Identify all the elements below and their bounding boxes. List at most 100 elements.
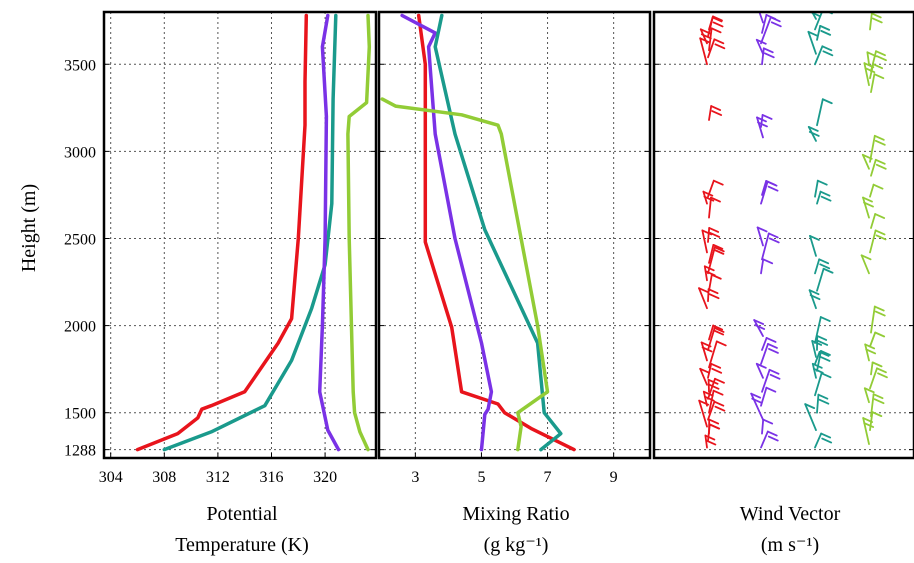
wind-barb-feather <box>768 348 779 354</box>
wind-barb-staff <box>760 258 765 275</box>
wind-barb-feather <box>708 227 720 233</box>
wind-barb-staff <box>816 393 820 414</box>
wind-barb-staff <box>816 190 822 205</box>
wind-barb-staff <box>761 14 768 34</box>
panel-wind-vector <box>652 10 914 460</box>
wind-barb-feather <box>874 229 886 236</box>
wind-barb-feather <box>714 405 726 412</box>
wind-barb <box>760 386 777 407</box>
wind-barb <box>708 389 724 414</box>
wind-barb-feather <box>807 126 819 132</box>
wind-barb-feather <box>767 232 779 239</box>
wind-barb-staff <box>699 37 708 66</box>
wind-barb-staff <box>816 267 825 292</box>
wind-barb-staff <box>870 305 876 334</box>
wind-barb-feather <box>874 331 886 338</box>
wind-barb-feather <box>763 52 775 59</box>
wind-barb-staff <box>707 179 715 198</box>
wind-barb-feather <box>876 55 887 62</box>
wind-barb <box>708 27 722 52</box>
wind-barb <box>707 400 726 421</box>
x-tick-label: 312 <box>206 469 230 486</box>
wind-barb-feather <box>820 372 832 379</box>
wind-barb-feather <box>863 387 875 394</box>
wind-barb-feather <box>809 294 821 301</box>
wind-barb <box>869 367 888 390</box>
wind-barb-feather <box>871 17 883 24</box>
wind-barb-feather <box>710 362 722 369</box>
wind-barb-feather <box>818 258 830 265</box>
wind-barb <box>869 12 883 31</box>
wind-barb <box>707 377 725 400</box>
wind-barb-feather <box>873 305 885 312</box>
wind-barb <box>862 196 874 219</box>
wind-barb-feather <box>873 73 885 80</box>
wind-barb-staff <box>870 158 877 177</box>
wind-barb <box>816 393 830 414</box>
wind-barb-staff <box>862 196 870 219</box>
wind-barb <box>814 179 828 198</box>
wind-barb-staff <box>707 38 716 59</box>
wind-barb-staff <box>761 337 768 351</box>
wind-barb-feather <box>866 51 878 58</box>
wind-barb <box>760 258 774 275</box>
wind-barb-staff <box>698 287 708 310</box>
wind-barb <box>870 393 885 418</box>
wind-barb-staff <box>704 434 708 449</box>
wind-barb-staff <box>760 386 768 407</box>
x-axis-label-mixing-ratio-line1: Mixing Ratio <box>462 503 569 525</box>
wind-barb-staff <box>870 393 875 418</box>
x-tick-label: 316 <box>259 469 283 486</box>
wind-barb-feather <box>822 267 834 274</box>
wind-barb-feather <box>712 15 723 22</box>
wind-barb <box>756 226 768 247</box>
wind-barb-staff <box>861 153 870 170</box>
wind-barb-staff <box>869 367 878 390</box>
wind-barb-staff <box>760 16 772 45</box>
wind-barb-feather <box>753 319 765 325</box>
wind-barb-feather <box>751 397 763 404</box>
wind-barb-feather <box>712 243 724 250</box>
wind-barb-feather <box>712 324 724 331</box>
plot-area <box>698 12 888 449</box>
wind-barb-feather <box>711 16 723 23</box>
wind-barb-staff <box>708 340 718 369</box>
series-purple-line <box>317 13 341 452</box>
y-tick-label: 2000 <box>64 319 96 336</box>
wind-barb-feather <box>873 134 885 141</box>
wind-barb-staff <box>708 16 714 31</box>
wind-barb <box>760 114 773 128</box>
wind-barb <box>860 254 872 275</box>
wind-barb-staff <box>760 430 769 449</box>
wind-barb-feather <box>701 346 713 353</box>
wind-barb-feather <box>704 434 716 441</box>
wind-barb-staff <box>701 229 708 254</box>
wind-barb-feather <box>872 183 884 190</box>
wind-barb-feather <box>809 235 820 241</box>
wind-barb-feather <box>762 258 774 265</box>
wind-barb <box>870 50 887 73</box>
wind-barb-feather <box>714 43 726 50</box>
wind-barb-feather <box>712 389 724 396</box>
wind-barb-feather <box>875 163 887 170</box>
wind-barb-feather <box>874 158 886 165</box>
wind-barb-feather <box>820 29 832 36</box>
wind-barb-feather <box>820 349 831 356</box>
wind-barb <box>870 305 886 334</box>
wind-barb-feather <box>819 263 831 270</box>
wind-barb <box>708 418 721 435</box>
y-tick-label: 1288 <box>64 443 96 460</box>
y-tick-label: 3000 <box>64 144 96 161</box>
wind-barb-feather <box>863 201 874 208</box>
wind-barb-feather <box>765 180 777 186</box>
wind-barb <box>866 51 878 66</box>
wind-barb <box>816 335 829 351</box>
series-purple-line <box>400 13 494 452</box>
wind-barb <box>761 418 774 435</box>
wind-barb <box>761 232 780 261</box>
x-tick-label: 304 <box>99 469 123 486</box>
wind-barb-feather <box>713 329 725 336</box>
wind-barb-feather <box>872 393 884 400</box>
wind-barb-feather <box>700 33 712 40</box>
